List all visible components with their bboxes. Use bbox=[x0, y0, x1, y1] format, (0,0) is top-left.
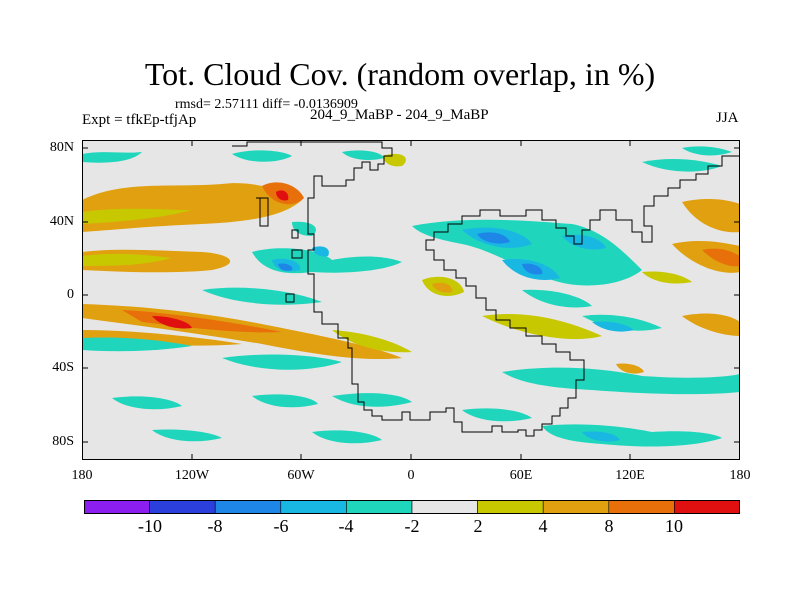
map-title: Tot. Cloud Cov. (random overlap, in %) bbox=[144, 56, 656, 92]
colorbar-label: 8 bbox=[604, 516, 614, 536]
colorbar-cell bbox=[477, 500, 544, 514]
x-tick-label: 120E bbox=[615, 468, 645, 483]
y-tick-label: 80S bbox=[52, 434, 74, 449]
y-tick-label: 40N bbox=[49, 214, 74, 229]
x-tick-label: 180 bbox=[71, 468, 93, 483]
colorbar-cell bbox=[214, 500, 282, 514]
period-label: 204_9_MaBP - 204_9_MaBP bbox=[310, 107, 489, 123]
colorbar-label: -10 bbox=[138, 516, 162, 536]
colorbar bbox=[84, 500, 740, 514]
tick-marks bbox=[82, 140, 740, 460]
colorbar-cell bbox=[84, 500, 150, 514]
colorbar-cell bbox=[608, 500, 675, 514]
coastlines bbox=[232, 141, 740, 437]
colorbar-label: -8 bbox=[207, 516, 223, 536]
experiment-label: Expt = tfkEp-tfjAp bbox=[82, 112, 197, 128]
y-tick-label: 80N bbox=[49, 140, 74, 155]
x-tick-label: 120W bbox=[174, 468, 210, 483]
colorbar-label: -6 bbox=[273, 516, 289, 536]
colorbar-cell bbox=[674, 500, 740, 514]
colorbar-cell bbox=[280, 500, 347, 514]
colorbar-cell bbox=[411, 500, 478, 514]
y-tick-label: 40S bbox=[52, 360, 74, 375]
negative-anomalies bbox=[82, 146, 740, 447]
season-label: JJA bbox=[716, 110, 739, 126]
colorbar-label: -2 bbox=[404, 516, 420, 536]
colorbar-label: 2 bbox=[473, 516, 483, 536]
colorbar-label: 4 bbox=[538, 516, 548, 536]
positive-anomalies bbox=[82, 153, 740, 374]
x-tick-label: 0 bbox=[407, 468, 415, 483]
colorbar-cell bbox=[346, 500, 413, 514]
y-tick-label: 0 bbox=[67, 287, 74, 302]
x-tick-label: 60E bbox=[509, 468, 533, 483]
x-tick-label: 60W bbox=[287, 468, 315, 483]
map-panel bbox=[82, 140, 740, 460]
colorbar-cell bbox=[149, 500, 216, 514]
colorbar-cell bbox=[542, 500, 610, 514]
colorbar-label: -4 bbox=[338, 516, 354, 536]
stats-text: rmsd= 2.57111 diff= -0.0136909 bbox=[175, 97, 358, 112]
x-tick-label: 180 bbox=[729, 468, 751, 483]
colorbar-label: 10 bbox=[665, 516, 683, 536]
